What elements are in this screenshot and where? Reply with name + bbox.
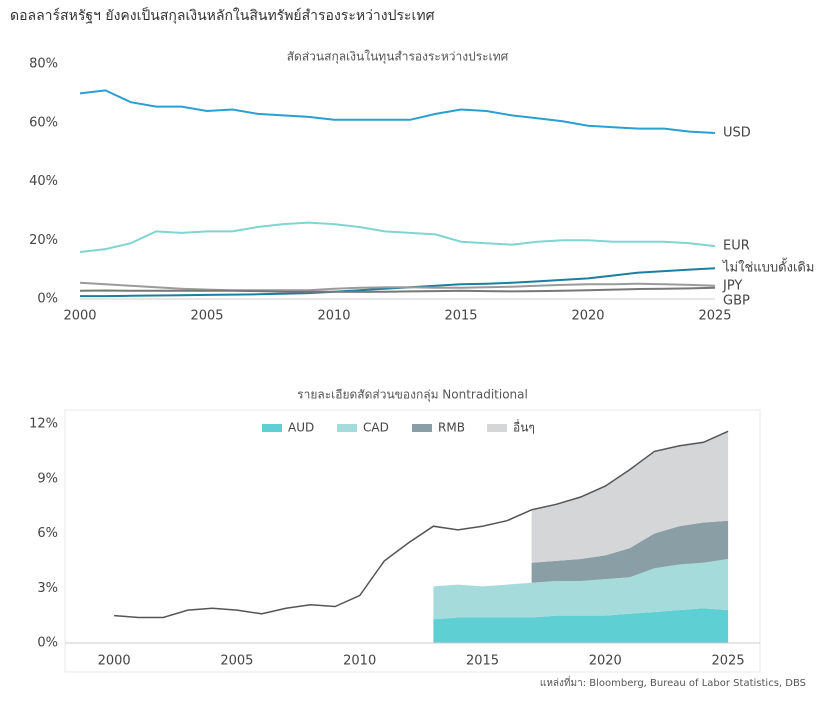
y-tick-label: 0% [37, 636, 58, 651]
series-label: EUR [723, 239, 750, 254]
legend-label: RMB [438, 421, 465, 435]
chart-subtitle: รายละเอียดสัดส่วนของกลุ่ม Nontraditional [297, 388, 528, 403]
legend-swatch [337, 424, 357, 432]
x-tick-label: 2025 [712, 654, 745, 669]
legend-label: CAD [363, 421, 389, 435]
page-title: ดอลลาร์สหรัฐฯ ยังคงเป็นสกุลเงินหลักในสิน… [10, 6, 435, 24]
y-tick-label: 60% [29, 115, 58, 130]
x-tick-label: 2025 [698, 309, 731, 324]
area [433, 608, 729, 643]
series-label: ไม่ใช่แบบดั้งเดิม [722, 258, 814, 276]
y-tick-label: 20% [29, 233, 58, 248]
legend-swatch [487, 424, 507, 432]
legend-swatch [262, 424, 282, 432]
y-tick-label: 12% [29, 417, 58, 432]
line [79, 221, 716, 253]
series-label: JPY [722, 278, 742, 293]
total-line [114, 430, 729, 619]
y-tick-label: 9% [37, 471, 58, 486]
x-tick-label: 2020 [589, 654, 622, 669]
area [433, 559, 729, 620]
chart-subtitle: สัดส่วนสกุลเงินในทุนสำรองระหว่างประเทศ [287, 50, 509, 65]
x-tick-label: 2010 [343, 654, 376, 669]
panel-border [64, 409, 761, 673]
series-label: GBP [723, 293, 750, 308]
legend-swatch [412, 424, 432, 432]
area [531, 520, 729, 583]
y-tick-label: 6% [37, 526, 58, 541]
x-tick-label: 2005 [220, 654, 253, 669]
y-tick-label: 40% [29, 174, 58, 189]
line [79, 281, 716, 292]
x-tick-label: 2005 [190, 309, 223, 324]
source: แหล่งที่มา: Bloomberg, Bureau of Labor S… [540, 675, 806, 689]
y-tick-label: 3% [37, 581, 58, 596]
y-tick-label: 80% [29, 57, 58, 72]
x-tick-label: 2000 [98, 654, 131, 669]
legend-label: อื่นๆ [513, 419, 535, 435]
x-tick-label: 2020 [571, 309, 604, 324]
x-tick-label: 2010 [317, 309, 350, 324]
x-tick-label: 2015 [466, 654, 499, 669]
area [531, 431, 729, 563]
legend-label: AUD [288, 421, 314, 435]
x-tick-label: 2000 [63, 309, 96, 324]
y-tick-label: 0% [37, 292, 58, 307]
line [79, 89, 716, 134]
line [79, 286, 716, 293]
series-label: USD [723, 126, 751, 141]
x-tick-label: 2015 [444, 309, 477, 324]
